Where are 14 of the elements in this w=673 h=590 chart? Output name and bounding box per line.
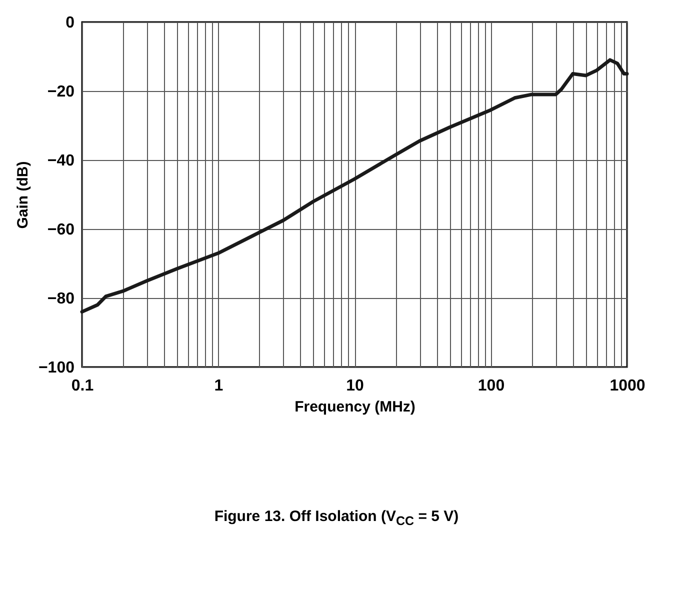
y-tick-label: −80 [47,290,75,308]
x-tick-label: 1 [214,378,224,394]
x-tick-label: 0.1 [71,378,94,394]
y-tick-label: −100 [38,360,75,376]
y-tick-label: −20 [47,84,75,100]
x-tick-label: 10 [346,378,364,394]
y-tick-label: −60 [47,222,75,238]
x-tick-label: 100 [478,378,505,394]
x-axis-title: Frequency (MHz) [294,398,416,416]
x-tick-label: 1000 [610,378,646,394]
y-tick-label: 0 [66,14,75,32]
y-axis-title: Gain (dB) [14,161,32,229]
text: Figure 13. Off Isolation (V$_{CC}$ = 5 V) [213,508,460,528]
y-tick-label: −40 [47,152,75,170]
